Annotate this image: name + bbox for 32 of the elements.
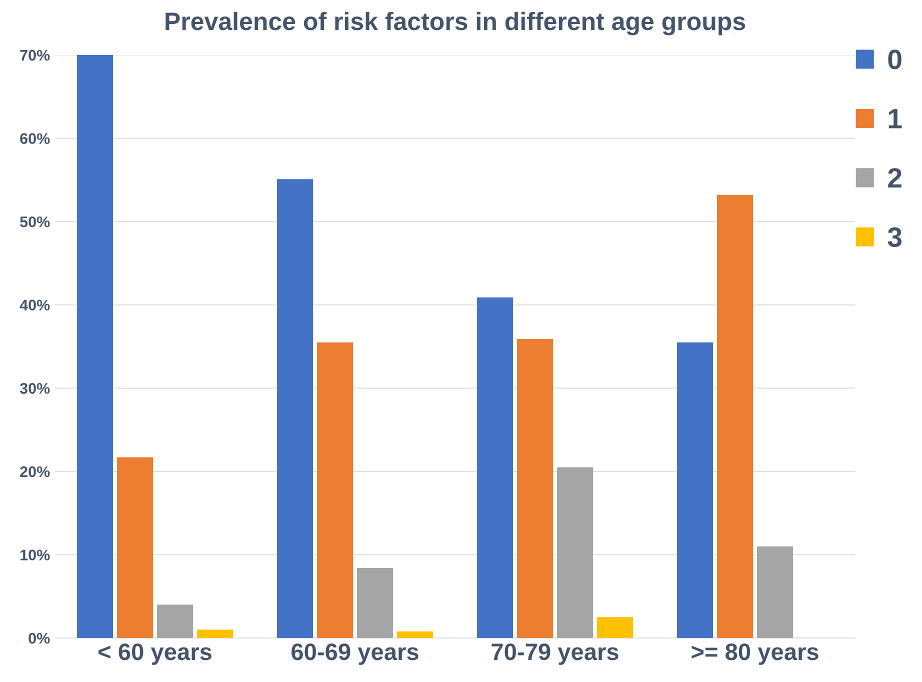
x-tick-label: 70-79 years — [492, 643, 618, 665]
y-tick-label: 40% — [20, 300, 50, 311]
bar — [717, 194, 753, 638]
y-tick-label: 0% — [28, 632, 50, 644]
y-tick-label: 50% — [20, 216, 50, 228]
bar — [197, 630, 233, 638]
legend-label: 3 — [888, 227, 902, 248]
bar — [117, 457, 153, 638]
y-tick-label: 70% — [20, 50, 50, 61]
chart-title: Prevalence of risk factors in different age groups — [166, 12, 746, 36]
legend-label: 2 — [888, 168, 902, 188]
x-tick-label: >= 80 years — [692, 643, 818, 665]
bar — [597, 617, 633, 638]
legend-label: 1 — [888, 109, 902, 128]
bar — [157, 604, 193, 638]
bar — [477, 297, 513, 638]
bar — [557, 467, 593, 638]
bar — [517, 339, 553, 638]
x-tick-label: < 60 years — [98, 643, 212, 665]
bar — [357, 568, 393, 638]
y-tick-label: 10% — [20, 550, 50, 560]
x-tick-label: 60-69 years — [292, 643, 418, 665]
y-tick-label: 30% — [20, 383, 50, 394]
y-tick-label: 20% — [20, 466, 50, 478]
bar — [397, 631, 433, 638]
bar — [317, 342, 353, 638]
bar — [757, 546, 793, 638]
y-tick-label: 60% — [20, 133, 50, 144]
bar — [277, 179, 313, 638]
bar — [677, 342, 713, 638]
legend-label: 0 — [888, 50, 902, 70]
bar — [77, 55, 113, 638]
